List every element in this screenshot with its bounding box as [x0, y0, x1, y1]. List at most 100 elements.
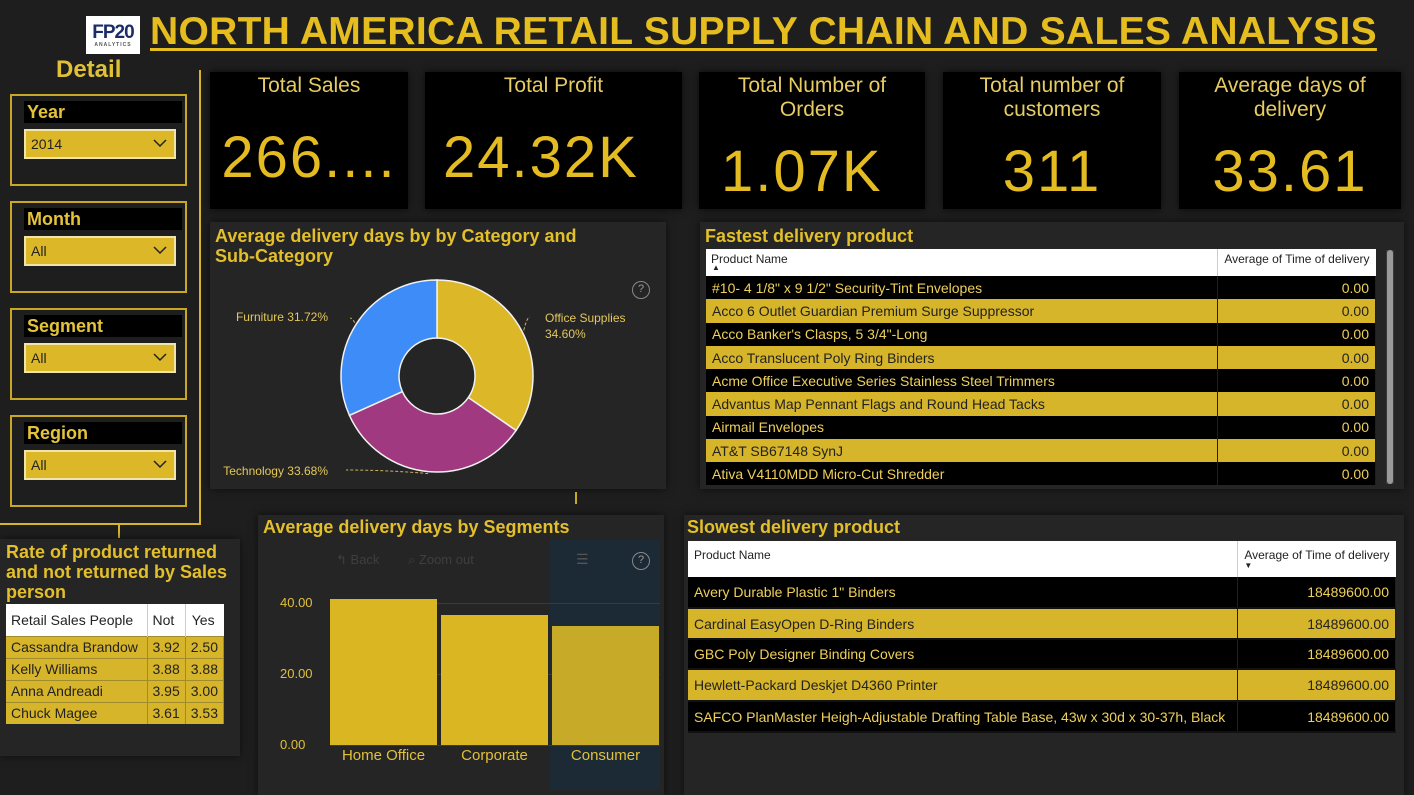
cell-value: 18489600.00 — [1237, 701, 1396, 732]
table-row[interactable]: Airmail Envelopes 0.00 — [706, 415, 1376, 440]
sort-descending-icon: ▼ — [1244, 561, 1253, 570]
cell-value: 18489600.00 — [1237, 639, 1396, 669]
data-label: Furniture 31.72% — [236, 310, 328, 324]
page-title: NORTH AMERICA RETAIL SUPPLY CHAIN AND SA… — [150, 10, 1377, 53]
table-row[interactable]: AT&T SB67148 SynJ 0.00 — [706, 439, 1376, 463]
cell-name: Anna Andreadi — [6, 680, 148, 702]
table-row[interactable]: Acco Translucent Poly Ring Binders 0.00 — [706, 345, 1376, 370]
cell-name: Cardinal EasyOpen D-Ring Binders — [688, 608, 1239, 639]
bar-corporate[interactable] — [441, 615, 548, 745]
cell-value: 2.50 — [185, 636, 225, 658]
kpi-total-profit[interactable]: Total Profit 24.32K — [425, 72, 682, 209]
slicer-month: Month All — [10, 201, 187, 293]
column-header-product-name[interactable]: Product Name ▲ — [706, 249, 1219, 276]
kpi-value: 33.61 — [1212, 139, 1368, 204]
back-label: Back — [350, 552, 380, 567]
kpi-average-delivery-days[interactable]: Average days of delivery 33.61 — [1179, 72, 1401, 209]
table-row[interactable]: Advantus Map Pennant Flags and Round Hea… — [706, 392, 1376, 416]
table-row[interactable]: #10- 4 1/8" x 9 1/2" Security-Tint Envel… — [706, 276, 1376, 300]
table-row[interactable]: Anna Andreadi 3.95 3.00 — [6, 680, 225, 702]
list-icon[interactable]: ☰ — [576, 552, 589, 568]
leader-line — [523, 316, 531, 331]
cell-value: 18489600.00 — [1237, 669, 1396, 701]
cell-value: 3.88 — [185, 658, 225, 680]
slicer-segment: Segment All — [10, 308, 187, 400]
cell-name: Advantus Map Pennant Flags and Round Hea… — [706, 392, 1219, 416]
zoom-out-icon: ⌕ — [408, 552, 416, 567]
table-row[interactable]: Ativa V4110MDD Micro-Cut Shredder 0.00 — [706, 462, 1376, 485]
scrollbar-track[interactable] — [1386, 250, 1394, 484]
help-icon[interactable]: ? — [632, 552, 650, 570]
slicer-label: Year — [24, 101, 182, 123]
table-row[interactable]: Acme Office Executive Series Stainless S… — [706, 369, 1376, 393]
cell-value: 0.00 — [1217, 299, 1376, 323]
donut-chart[interactable]: 34.60% Office Supplies Technology 33.68% Fu… — [210, 222, 666, 489]
cell-name: Ativa V4110MDD Micro-Cut Shredder — [706, 462, 1219, 485]
year-dropdown[interactable]: 2014 — [24, 129, 176, 159]
table-row[interactable]: Cassandra Brandow 3.92 2.50 — [6, 636, 225, 658]
column-header-avg-time[interactable]: Average of Time of delivery — [1224, 252, 1370, 266]
table-row[interactable]: GBC Poly Designer Binding Covers 18489600… — [688, 639, 1396, 669]
cell-value: 0.00 — [1217, 322, 1376, 346]
header-label: Average of Time of delivery — [1244, 548, 1390, 562]
table-row[interactable]: Hewlett-Packard Deskjet D4360 Printer 184… — [688, 669, 1396, 701]
kpi-total-orders[interactable]: Total Number of Orders 1.07K — [699, 72, 925, 209]
leader-line — [345, 469, 429, 475]
cell-name: AT&T SB67148 SynJ — [706, 439, 1219, 463]
scrollbar-thumb[interactable] — [1387, 250, 1393, 484]
segment-dropdown[interactable]: All — [24, 343, 176, 373]
table-title: Rate of product returned and not returne… — [6, 542, 228, 602]
column-header-yes[interactable]: Yes — [191, 611, 215, 628]
table-row[interactable]: Acco 6 Outlet Guardian Premium Surge Sup… — [706, 299, 1376, 323]
table-row[interactable]: Chuck Magee 3.61 3.53 — [6, 702, 225, 724]
kpi-total-customers[interactable]: Total number of customers 311 — [943, 72, 1161, 209]
gridline — [330, 745, 660, 746]
fastest-table-body: #10- 4 1/8" x 9 1/2" Security-Tint Envel… — [706, 276, 1376, 485]
back-button[interactable]: ↰ Back — [336, 552, 379, 568]
kpi-title: Total Number of Orders — [737, 74, 887, 121]
brand-logo: FP20 ANALYTICS — [86, 16, 140, 54]
cell-value: 0.00 — [1217, 369, 1376, 393]
column-header-avg-time[interactable]: Average of Time of delivery ▼ — [1238, 541, 1396, 577]
y-tick-label: 40.00 — [280, 594, 313, 610]
column-header-not[interactable]: Not — [147, 604, 186, 636]
donut-slice-technology[interactable] — [348, 390, 518, 473]
kpi-total-sales[interactable]: Total Sales 266.... — [210, 72, 408, 209]
y-tick-label: 0.00 — [280, 737, 306, 752]
column-header-sales-person[interactable]: Retail Sales People — [6, 604, 148, 636]
zoom-out-button[interactable]: ⌕ Zoom out — [408, 552, 474, 568]
returns-panel: Rate of product returned and not returne… — [0, 539, 240, 756]
table-row[interactable]: Cardinal EasyOpen D-Ring Binders 18489600… — [688, 608, 1396, 639]
cell-name: GBC Poly Designer Binding Covers — [688, 639, 1239, 669]
table-row[interactable]: Avery Durable Plastic 1" Binders 18489600… — [688, 577, 1396, 608]
cell-name: Chuck Magee — [6, 702, 148, 724]
cell-value: 3.92 — [147, 636, 186, 658]
bar-home-office[interactable] — [330, 599, 437, 745]
kpi-value: 266.... — [221, 125, 397, 190]
donut-slice-furniture[interactable] — [340, 279, 438, 417]
cell-value: 3.95 — [147, 680, 186, 702]
header-label: Product Name — [711, 252, 788, 266]
fastest-delivery-panel: Fastest delivery product Product Name ▲ … — [700, 222, 1404, 489]
column-header-product-name[interactable]: Product Name — [688, 541, 1239, 577]
dropdown-value: 2014 — [31, 136, 63, 152]
slowest-table: Product Name Average of Time of delivery… — [688, 541, 1396, 733]
table-row[interactable]: SAFCO PlanMaster Heigh-Adjustable Drafti… — [688, 701, 1396, 732]
chart-title: Average delivery days by by Category and… — [215, 226, 577, 266]
month-dropdown[interactable]: All — [24, 236, 176, 266]
slicer-label: Month — [24, 208, 182, 230]
donut-slice-office-supplies[interactable] — [436, 279, 534, 432]
cell-name: Acco Translucent Poly Ring Binders — [706, 345, 1219, 370]
region-dropdown[interactable]: All — [24, 450, 176, 480]
cell-value: 3.00 — [185, 680, 225, 702]
bar-consumer[interactable] — [552, 625, 659, 745]
gridline — [330, 602, 660, 604]
chart-title: Average delivery days by Segments — [263, 517, 570, 537]
cell-value: 18489600.00 — [1237, 577, 1396, 608]
table-row[interactable]: Acco Banker's Clasps, 5 3/4"-Long 0.00 — [706, 322, 1376, 346]
table-row[interactable]: Kelly Williams 3.88 3.88 — [6, 658, 225, 680]
help-icon[interactable]: ? — [632, 281, 650, 299]
kpi-value: 24.32K — [443, 125, 639, 190]
sidebar-divider-horizontal — [0, 523, 201, 525]
cell-name: Hewlett-Packard Deskjet D4360 Printer — [688, 669, 1239, 701]
